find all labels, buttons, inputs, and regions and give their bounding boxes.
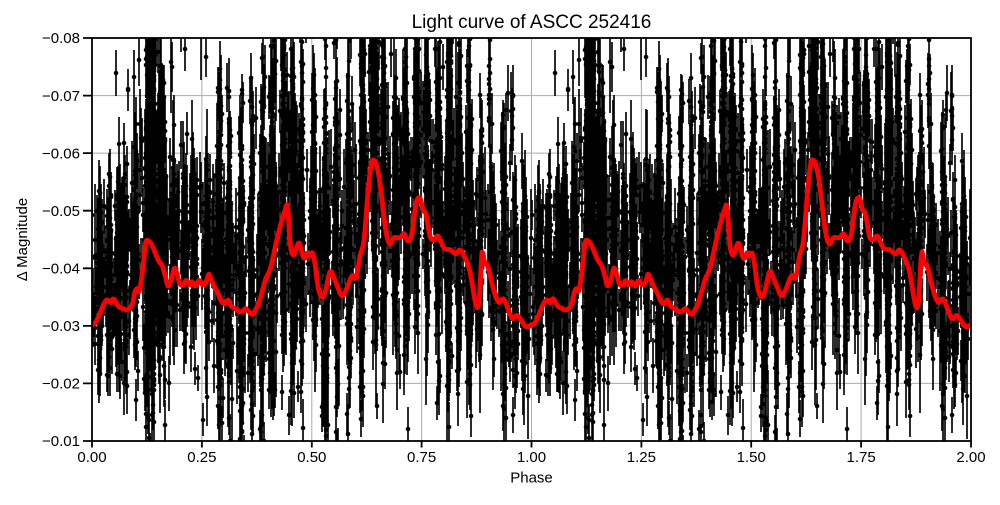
svg-text:−0.02: −0.02 bbox=[42, 376, 80, 393]
svg-text:−0.01: −0.01 bbox=[42, 433, 80, 450]
svg-text:0.50: 0.50 bbox=[297, 449, 326, 466]
svg-text:Phase: Phase bbox=[510, 470, 553, 487]
svg-text:−0.03: −0.03 bbox=[42, 318, 80, 335]
svg-text:1.75: 1.75 bbox=[846, 449, 875, 466]
svg-text:2.00: 2.00 bbox=[956, 449, 985, 466]
svg-text:1.00: 1.00 bbox=[517, 449, 546, 466]
svg-text:−0.06: −0.06 bbox=[42, 145, 80, 162]
svg-text:0.00: 0.00 bbox=[77, 449, 106, 466]
svg-text:0.75: 0.75 bbox=[407, 449, 436, 466]
svg-text:1.25: 1.25 bbox=[627, 449, 656, 466]
svg-text:−0.05: −0.05 bbox=[42, 203, 80, 220]
svg-text:−0.08: −0.08 bbox=[42, 30, 80, 47]
svg-text:Δ Magnitude: Δ Magnitude bbox=[14, 198, 31, 281]
svg-text:0.25: 0.25 bbox=[187, 449, 216, 466]
svg-text:Light curve of ASCC 252416: Light curve of ASCC 252416 bbox=[412, 12, 652, 33]
svg-text:−0.07: −0.07 bbox=[42, 88, 80, 105]
svg-text:−0.04: −0.04 bbox=[42, 261, 80, 278]
svg-text:1.50: 1.50 bbox=[737, 449, 766, 466]
